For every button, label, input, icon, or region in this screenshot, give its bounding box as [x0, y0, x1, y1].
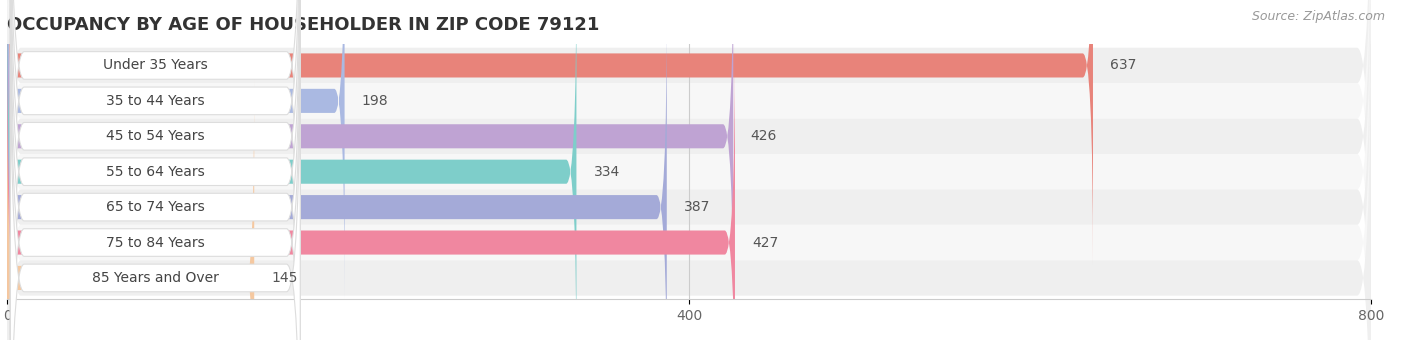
Text: 85 Years and Over: 85 Years and Over — [91, 271, 219, 285]
FancyBboxPatch shape — [10, 0, 301, 340]
Text: 45 to 54 Years: 45 to 54 Years — [105, 129, 205, 143]
FancyBboxPatch shape — [7, 0, 1371, 340]
Text: Under 35 Years: Under 35 Years — [103, 58, 208, 72]
FancyBboxPatch shape — [10, 0, 301, 335]
Text: Source: ZipAtlas.com: Source: ZipAtlas.com — [1251, 10, 1385, 23]
Text: 198: 198 — [361, 94, 388, 108]
FancyBboxPatch shape — [7, 7, 666, 340]
Text: 35 to 44 Years: 35 to 44 Years — [105, 94, 205, 108]
Text: 334: 334 — [593, 165, 620, 179]
Text: 65 to 74 Years: 65 to 74 Years — [105, 200, 205, 214]
FancyBboxPatch shape — [7, 42, 735, 340]
FancyBboxPatch shape — [7, 0, 1371, 340]
FancyBboxPatch shape — [7, 0, 1092, 266]
FancyBboxPatch shape — [7, 78, 254, 340]
Text: 426: 426 — [751, 129, 776, 143]
FancyBboxPatch shape — [7, 0, 1371, 331]
FancyBboxPatch shape — [7, 0, 734, 337]
Text: 145: 145 — [271, 271, 298, 285]
FancyBboxPatch shape — [10, 0, 301, 340]
FancyBboxPatch shape — [10, 0, 301, 340]
FancyBboxPatch shape — [7, 0, 344, 301]
FancyBboxPatch shape — [7, 12, 1371, 340]
Text: 75 to 84 Years: 75 to 84 Years — [105, 236, 205, 250]
FancyBboxPatch shape — [10, 0, 301, 340]
FancyBboxPatch shape — [7, 0, 1371, 340]
FancyBboxPatch shape — [10, 0, 301, 340]
FancyBboxPatch shape — [10, 8, 301, 340]
Text: 387: 387 — [683, 200, 710, 214]
FancyBboxPatch shape — [7, 0, 1371, 340]
FancyBboxPatch shape — [7, 0, 576, 340]
Text: 427: 427 — [752, 236, 779, 250]
Text: OCCUPANCY BY AGE OF HOUSEHOLDER IN ZIP CODE 79121: OCCUPANCY BY AGE OF HOUSEHOLDER IN ZIP C… — [7, 16, 599, 34]
Text: 55 to 64 Years: 55 to 64 Years — [105, 165, 205, 179]
Text: 637: 637 — [1109, 58, 1136, 72]
FancyBboxPatch shape — [7, 0, 1371, 340]
